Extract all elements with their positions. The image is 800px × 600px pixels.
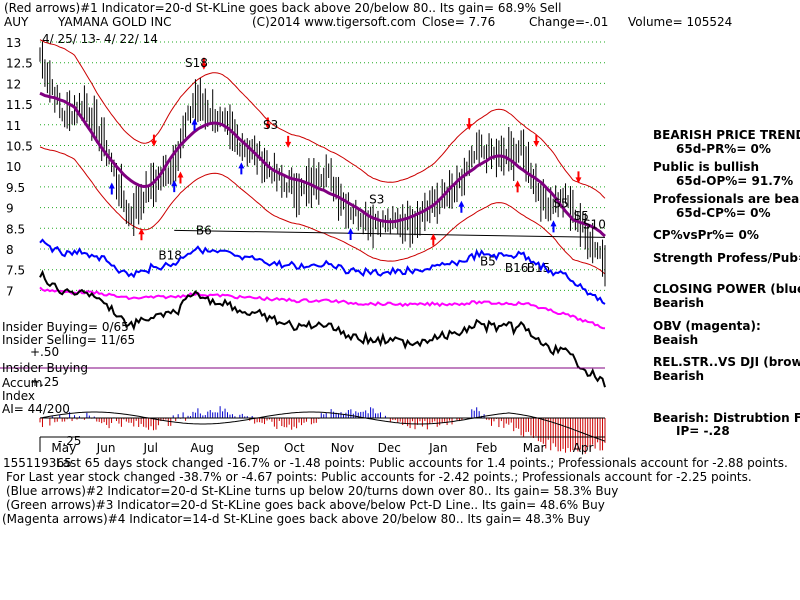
red-arrow-icon <box>177 171 184 184</box>
closing-power-line <box>39 238 606 305</box>
cp-value: 65d-CP%= 0% <box>676 206 771 220</box>
red-arrow-icon <box>200 57 207 70</box>
company-name: YAMANA GOLD INC <box>58 15 172 29</box>
x-tick-label: Jun <box>96 441 116 455</box>
pr-value: 65d-PR%= 0% <box>676 142 771 156</box>
x-tick-label: Aug <box>190 441 213 455</box>
blue-arrow-icon <box>191 118 198 131</box>
ticker-label: AUY <box>4 15 29 29</box>
x-tick-label: Jan <box>428 441 448 455</box>
blue-arrow-icon <box>108 182 115 195</box>
volume-value: Volume= 105524 <box>628 15 733 29</box>
upper-band-line <box>39 39 606 199</box>
y-tick-label: 9 <box>6 202 14 216</box>
magenta-arrow-legend: (Magenta arrows)#4 Indicator=14-d St-KLi… <box>2 512 591 526</box>
closing-power-status: Bearish <box>653 296 705 310</box>
support-line <box>174 229 606 238</box>
signal-label: B16 <box>505 261 529 275</box>
accum-minus25: -.25 <box>58 434 82 448</box>
op-value: 65d-OP%= 91.7% <box>676 174 794 188</box>
change-value: Change=-.01 <box>529 15 609 29</box>
summary-line-65d: Last 65 days stock changed -16.7% or -1.… <box>56 456 788 470</box>
y-tick-label: 13 <box>6 36 21 50</box>
public-bullish-label: Public is bullish <box>653 160 760 174</box>
ip-value: IP= -.28 <box>676 424 730 438</box>
y-tick-label: 11.5 <box>6 98 33 112</box>
bearish-trend-label: BEARISH PRICE TREND <box>653 128 800 142</box>
obv-label: OBV (magenta): <box>653 319 761 333</box>
red-arrow-icon <box>466 118 473 131</box>
green-arrow-legend: (Green arrows)#3 Indicator=20-d St-KLine… <box>6 498 605 512</box>
red-arrow-icon <box>533 134 540 147</box>
y-tick-label: 9.5 <box>6 181 25 195</box>
red-arrow-icon <box>575 171 582 184</box>
x-tick-label: Feb <box>476 441 497 455</box>
professionals-label: Professionals are bearish <box>653 192 800 206</box>
y-tick-label: 12.5 <box>6 57 33 71</box>
signal-label: B18 <box>158 248 182 262</box>
relative-strength-line <box>39 269 606 388</box>
accum-plus25: +.25 <box>30 375 60 389</box>
y-tick-label: 10 <box>6 160 21 174</box>
accum-label: Accum <box>2 376 43 390</box>
signal-label: S10 <box>583 217 606 231</box>
closing-power-label: CLOSING POWER (blue): <box>653 282 800 296</box>
insider-selling-count: Insider Selling= 11/65 <box>2 333 136 347</box>
red-arrow-icon <box>514 180 521 193</box>
distribution-label: Bearish: Distrubtion Falling <box>653 411 800 425</box>
blue-arrow-icon <box>347 228 354 241</box>
signal-label: S3 <box>369 192 384 206</box>
x-tick-label: Dec <box>378 441 401 455</box>
index-label: Index <box>2 389 36 403</box>
relstr-label: REL.STR..VS DJI (brown) <box>653 355 800 369</box>
red-arrow-icon <box>285 135 292 148</box>
overlap-digits: 155119365 <box>3 456 72 470</box>
relstr-status: Bearish <box>653 369 705 383</box>
x-tick-label: Sep <box>237 441 260 455</box>
moving-average-line <box>39 91 606 238</box>
red-arrow-icon <box>138 228 145 241</box>
signal-label: B6 <box>196 224 212 238</box>
copyright-label: (C)2014 www.tigersoft.com <box>252 15 416 29</box>
signal-label: B5 <box>480 255 496 269</box>
y-tick-label: 12 <box>6 77 21 91</box>
x-tick-label: Oct <box>284 441 305 455</box>
red-arrow-icon <box>430 233 437 246</box>
obv-status: Beaish <box>653 333 699 347</box>
y-tick-label: 7.5 <box>6 264 25 278</box>
summary-line-year: For Last year stock changed -38.7% or -4… <box>6 470 752 484</box>
insider-buying-label: Insider Buying <box>2 361 88 375</box>
signal-label: S5 <box>553 197 568 211</box>
blue-arrow-icon <box>458 200 465 213</box>
accum-plus50: +.50 <box>30 345 60 359</box>
x-tick-label: Nov <box>331 441 354 455</box>
close-value: Close= 7.76 <box>422 15 496 29</box>
signal-label: S18 <box>185 56 208 70</box>
blue-arrow-icon <box>171 180 178 193</box>
blue-arrow-legend: (Blue arrows)#2 Indicator=20-d St-KLine … <box>6 484 619 498</box>
x-tick-label: May <box>51 441 76 455</box>
red-arrow-icon <box>264 117 271 130</box>
x-tick-label: Apr <box>573 441 594 455</box>
x-tick-label: Mar <box>523 441 546 455</box>
x-tick-label: Jul <box>142 441 157 455</box>
y-tick-label: 8.5 <box>6 222 25 236</box>
y-tick-label: 11 <box>6 119 21 133</box>
y-tick-label: 7 <box>6 284 14 298</box>
signal-label: S5 <box>574 209 589 223</box>
accum-trend-line <box>39 411 606 442</box>
y-tick-label: 10.5 <box>6 140 33 154</box>
obv-line <box>39 286 606 330</box>
insider-buying-count: Insider Buying= 0/65 <box>2 320 129 334</box>
signal-label: S3 <box>263 118 278 132</box>
blue-arrow-icon <box>550 220 557 233</box>
cp-vs-pr-value: CP%vsPr%= 0% <box>653 228 759 242</box>
ai-label: AI= 44/200 <box>2 402 70 416</box>
strength-value: Strength Profess/Pub= 2.1 <box>653 251 800 265</box>
y-tick-label: 8 <box>6 243 14 257</box>
red-arrow-icon <box>150 134 157 147</box>
header-indicator-line: (Red arrows)#1 Indicator=20-d St-KLine g… <box>4 1 562 15</box>
blue-arrow-icon <box>238 162 245 175</box>
